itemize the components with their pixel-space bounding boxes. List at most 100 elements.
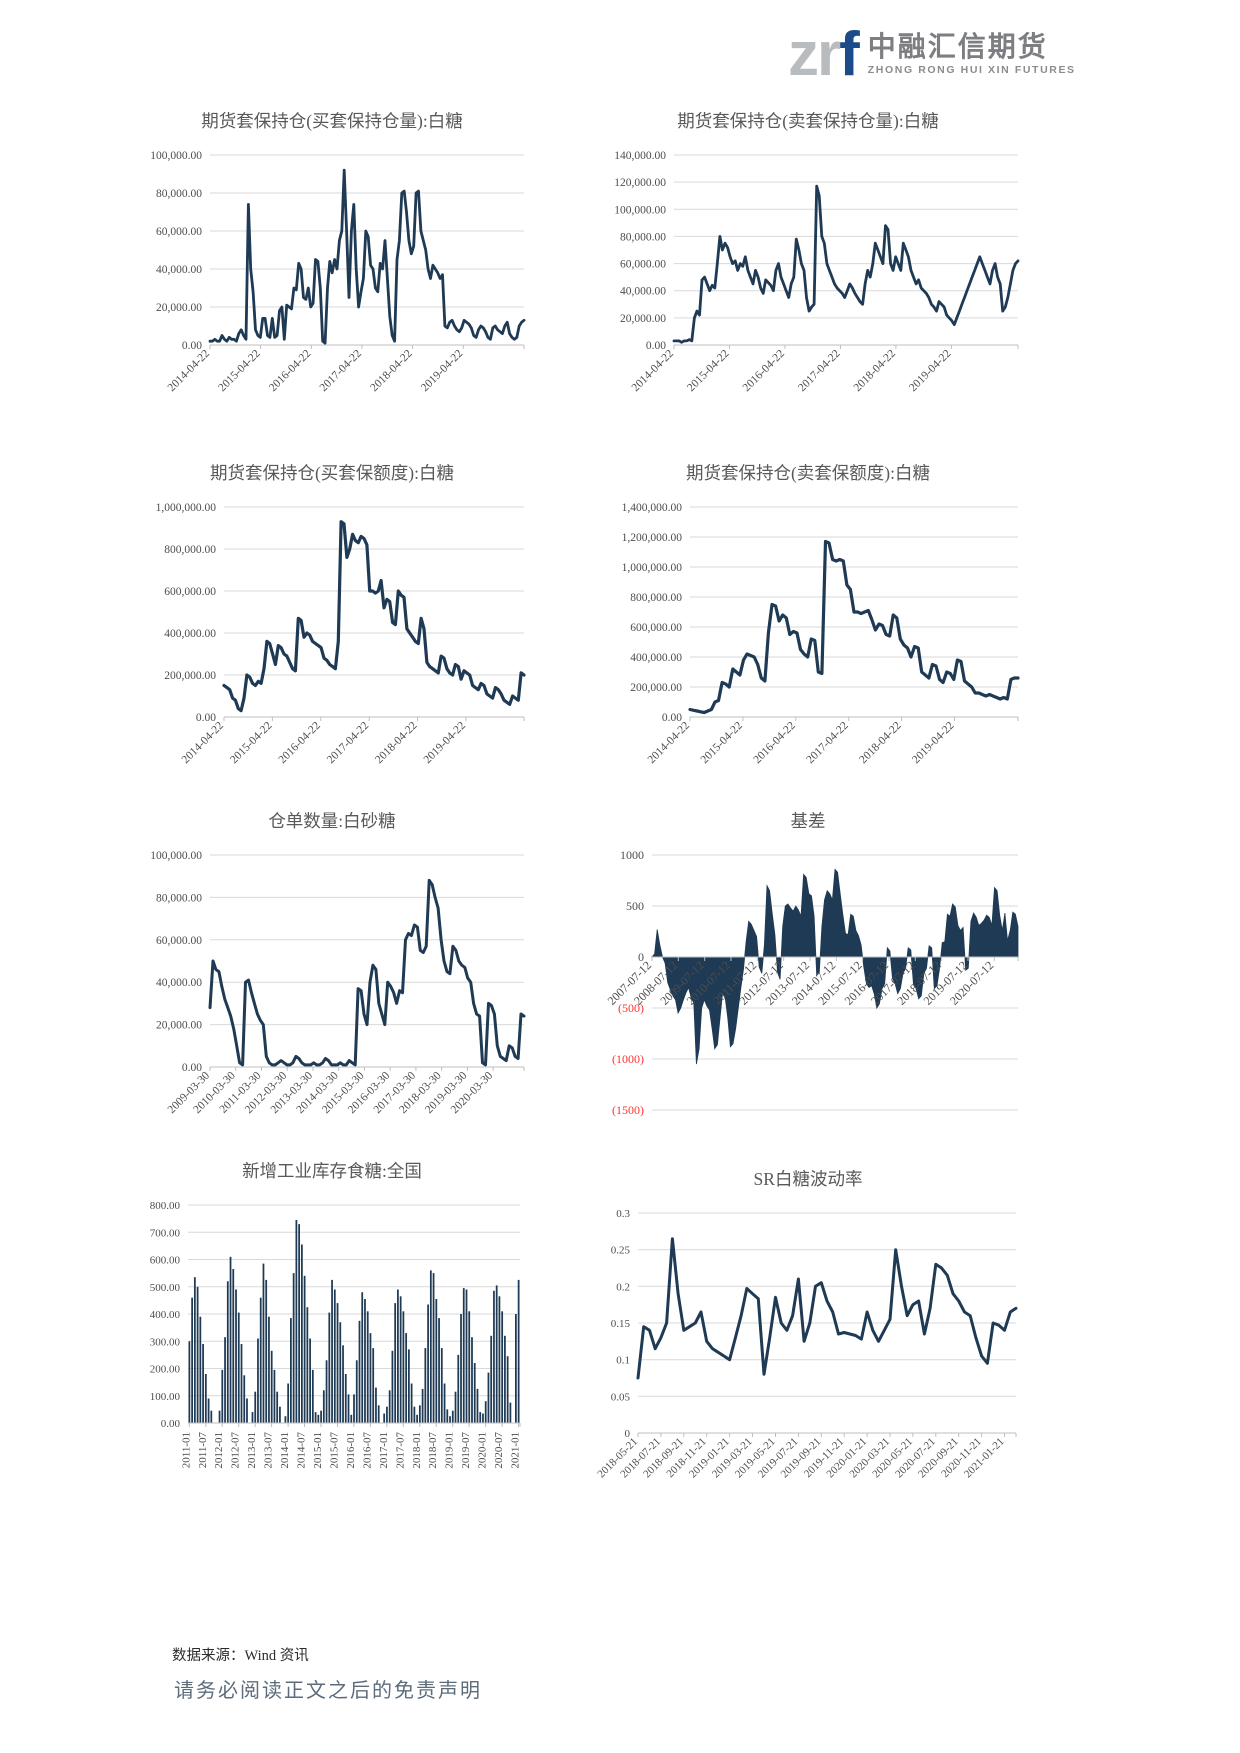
x-tick-label: 2013-07 <box>263 1432 275 1469</box>
bar <box>328 1312 331 1423</box>
bar <box>451 1410 454 1423</box>
bar <box>432 1273 435 1423</box>
y-tick-label: 120,000.00 <box>614 177 666 189</box>
bar <box>229 1256 232 1423</box>
bar <box>506 1356 509 1423</box>
bar <box>350 1414 353 1423</box>
y-tick-label: 0.25 <box>611 1245 631 1257</box>
bar <box>435 1299 438 1423</box>
chart-title: 期货套保持仓(买套保持仓量):白糖 <box>201 111 463 131</box>
y-tick-label: (1500) <box>612 1103 644 1117</box>
x-tick-label: 2015-04-22 <box>216 347 263 394</box>
x-tick-label: 2018-04-22 <box>857 719 904 766</box>
x-tick-label: 2016-04-22 <box>751 719 798 766</box>
bar <box>259 1297 262 1423</box>
bar <box>383 1413 386 1423</box>
x-tick-label: 2014-04-22 <box>166 347 213 394</box>
bar <box>495 1285 498 1423</box>
bar <box>344 1374 347 1423</box>
line-series <box>208 878 526 1067</box>
bar <box>333 1289 336 1423</box>
bar <box>386 1406 388 1423</box>
bar <box>460 1314 462 1423</box>
x-tick-label: 2019-01 <box>444 1432 456 1469</box>
bar <box>468 1311 471 1423</box>
bar <box>353 1394 355 1423</box>
y-tick-label: 140,000.00 <box>614 150 666 162</box>
y-tick-label: 500 <box>626 899 644 913</box>
y-tick-label: 60,000.00 <box>620 259 666 271</box>
chart-sell-hedge-amount: 期货套保持仓(卖套保额度):白糖 0.00 200,000.00 400,000.0… <box>588 458 1028 797</box>
bar <box>410 1383 413 1423</box>
bar <box>449 1416 451 1423</box>
x-tick-label: 2013-01 <box>246 1432 258 1469</box>
area-series <box>651 868 1019 1065</box>
bar <box>446 1409 449 1423</box>
company-logo: zrf 中融汇信期货 ZHONG RONG HUI XIN FUTURES <box>788 24 1118 90</box>
bar <box>416 1414 418 1423</box>
y-tick-label: 800.00 <box>150 1200 181 1212</box>
x-tick-label: 2014-04-22 <box>630 347 677 394</box>
y-tick-label: 20,000.00 <box>620 313 666 325</box>
chart-warehouse-receipts: 仓单数量:白砂糖 0.00 20,000.00 40,000.00 60,000.00… <box>132 806 532 1150</box>
bar <box>188 1341 191 1424</box>
y-tick-label: 0.00 <box>182 340 202 352</box>
x-tick-label: 2019-04-22 <box>422 719 469 766</box>
chart-title: 期货套保持仓(卖套保额度):白糖 <box>685 463 931 483</box>
y-tick-label: 300.00 <box>150 1336 181 1348</box>
y-tick-label: 0 <box>625 1428 631 1440</box>
line-series <box>672 184 1020 344</box>
chart-title: SR白糖波动率 <box>753 1169 863 1189</box>
x-tick-label: 2018-04-22 <box>373 719 420 766</box>
x-tick-label: 2021-01 <box>510 1432 522 1469</box>
y-tick-label: 100.00 <box>150 1391 181 1403</box>
y-tick-label: 0.2 <box>616 1281 630 1293</box>
bar <box>226 1281 229 1423</box>
y-tick-label: 0.1 <box>616 1355 630 1367</box>
bar <box>429 1270 432 1423</box>
y-tick-label: 1,000,000.00 <box>156 502 217 514</box>
logo-zr-letters: zr <box>788 20 841 89</box>
y-tick-label: 80,000.00 <box>156 188 202 200</box>
y-tick-label: (500) <box>618 1001 644 1015</box>
bar <box>493 1290 495 1423</box>
x-tick-label: 2017-04-22 <box>796 347 843 394</box>
chart-buy-hedge-amount: 期货套保持仓(买套保额度):白糖 0.00 200,000.00 400,000.0… <box>132 458 532 797</box>
logo-f-letter: f <box>839 20 860 89</box>
bar <box>292 1273 295 1423</box>
bar <box>424 1348 427 1423</box>
x-tick-label: 2017-04-22 <box>804 719 851 766</box>
y-tick-label: 400.00 <box>150 1309 181 1321</box>
x-tick-label: 2018-01 <box>411 1432 423 1469</box>
bar <box>235 1289 237 1423</box>
x-tick-label: 2012-01 <box>213 1432 225 1469</box>
bar <box>487 1372 490 1423</box>
bar <box>199 1316 202 1423</box>
bar <box>196 1286 199 1424</box>
bar <box>317 1414 320 1423</box>
y-tick-label: 0 <box>638 950 644 964</box>
chart-title: 仓单数量:白砂糖 <box>268 811 396 831</box>
bar <box>224 1337 226 1423</box>
line-series <box>636 1237 1018 1380</box>
logo-company-name-cn: 中融汇信期货 <box>867 31 1048 62</box>
bar <box>377 1405 380 1423</box>
x-tick-label: 2019-04-22 <box>907 347 954 394</box>
y-tick-label: 40,000.00 <box>156 977 202 989</box>
y-tick-label: 400,000.00 <box>164 628 216 640</box>
y-tick-label: 800,000.00 <box>164 544 216 556</box>
buy-hedge-volume-plot: 0.00 20,000.00 40,000.00 60,000.00 80,000.00… <box>150 150 526 394</box>
bar <box>391 1350 394 1423</box>
y-tick-label: 700.00 <box>150 1227 181 1239</box>
bar <box>257 1338 259 1423</box>
y-tick-label: 200,000.00 <box>630 682 682 694</box>
y-tick-label: 100,000.00 <box>614 204 666 216</box>
bar <box>314 1412 317 1423</box>
bar <box>394 1303 397 1423</box>
y-tick-label: 0.00 <box>662 712 682 724</box>
bar <box>268 1316 270 1423</box>
x-tick-label: 2015-01 <box>312 1432 324 1469</box>
bar <box>397 1289 399 1423</box>
y-tick-label: 60,000.00 <box>156 226 202 238</box>
y-tick-label: 200.00 <box>150 1364 181 1376</box>
